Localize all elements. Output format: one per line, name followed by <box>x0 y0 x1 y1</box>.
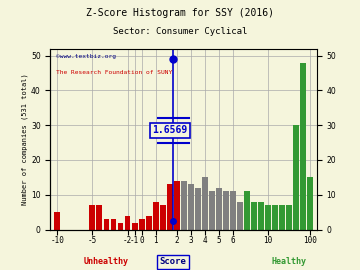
Text: Healthy: Healthy <box>271 257 306 266</box>
Bar <box>307 177 313 230</box>
Bar <box>117 222 123 230</box>
Bar <box>174 181 180 230</box>
Text: 1.6569: 1.6569 <box>152 125 187 135</box>
Bar <box>258 202 264 230</box>
Bar <box>300 63 306 230</box>
Text: The Research Foundation of SUNY: The Research Foundation of SUNY <box>56 70 172 75</box>
Bar <box>272 205 278 229</box>
Text: ©www.textbiz.org: ©www.textbiz.org <box>56 54 116 59</box>
Text: Sector: Consumer Cyclical: Sector: Consumer Cyclical <box>113 27 247 36</box>
Bar <box>145 215 152 230</box>
Bar <box>237 202 243 230</box>
Bar <box>104 219 109 230</box>
Bar <box>131 222 138 230</box>
Bar <box>216 188 222 230</box>
Bar <box>286 205 292 229</box>
Bar <box>251 202 257 230</box>
Bar <box>139 219 144 230</box>
Bar <box>244 191 250 230</box>
Bar <box>159 205 166 229</box>
Bar <box>265 205 271 229</box>
Bar <box>209 191 215 230</box>
Bar <box>54 212 60 230</box>
Bar <box>90 205 95 229</box>
Bar <box>195 188 201 230</box>
Bar <box>230 191 236 230</box>
Bar <box>188 184 194 230</box>
Bar <box>223 191 229 230</box>
Text: Score: Score <box>159 257 186 266</box>
Bar <box>96 205 103 229</box>
Text: Z-Score Histogram for SSY (2016): Z-Score Histogram for SSY (2016) <box>86 8 274 18</box>
Bar <box>153 202 158 230</box>
Bar <box>167 184 172 230</box>
Bar <box>279 205 285 229</box>
Bar <box>293 125 299 230</box>
Bar <box>111 219 117 230</box>
Bar <box>181 181 186 230</box>
Bar <box>125 215 130 230</box>
Y-axis label: Number of companies (531 total): Number of companies (531 total) <box>22 73 28 205</box>
Bar <box>202 177 208 230</box>
Text: Unhealthy: Unhealthy <box>84 257 129 266</box>
